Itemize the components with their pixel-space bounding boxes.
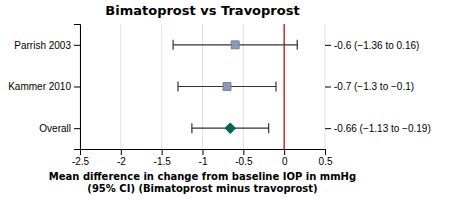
x-tick-label: -0.5: [235, 156, 253, 167]
estimate-marker: [225, 123, 235, 133]
x-tick: -1.5: [154, 149, 172, 167]
x-tick-mark: [243, 149, 244, 155]
grid-line: [284, 24, 285, 149]
annotation-label: -0.7 (−1.3 to −0.1): [334, 81, 414, 92]
estimate-marker: [223, 83, 231, 91]
category-label: Overall: [39, 123, 71, 134]
y-tick-mark: [74, 87, 80, 88]
title: Bimatoprost vs Travoprost: [105, 3, 299, 18]
x-tick-mark: [325, 149, 326, 155]
x-axis: -2.5 -2 -1.5 -1 -0.5 0 0.5: [72, 149, 333, 167]
reference-line: [284, 24, 285, 149]
x-axis-line: [81, 150, 326, 156]
annotation-label: -0.6 (−1.36 to 0.16): [334, 40, 419, 51]
y-tick: Kammer 2010: [8, 81, 80, 92]
x-axis-title: (95% CI) (Bimatoprost minus travoprost): [87, 183, 317, 194]
annotation-label: -0.66 (−1.13 to −0.19): [334, 123, 431, 134]
x-tick-label: 0: [282, 156, 288, 167]
y-tick-mark: [74, 45, 80, 46]
annotation-tick-mark: [325, 87, 331, 88]
y-axis: Parrish 2003 Kammer 2010 Overall: [8, 25, 80, 150]
x-tick-label: -2.5: [72, 156, 90, 167]
annotation-tick-mark: [325, 45, 331, 46]
grid-line: [161, 24, 162, 149]
y-tick: Overall: [39, 123, 80, 134]
y-axis-line: [74, 25, 81, 150]
plot-area: -2.5 -2 -1.5 -1 -0.5 0 0.5 Parrish 2003 Kammer 2…: [8, 24, 431, 167]
annotation-axis: -0.6 (−1.36 to 0.16) -0.7 (−1.3 to −0.1) -…: [325, 40, 431, 134]
x-tick-mark: [162, 149, 163, 155]
category-label: Kammer 2010: [8, 81, 71, 92]
category-label: Parrish 2003: [14, 40, 71, 51]
grid: [80, 24, 325, 149]
grid-line: [120, 24, 121, 149]
chart-container: -2.5 -2 -1.5 -1 -0.5 0 0.5 Parrish 2003 Kammer 2…: [0, 0, 473, 199]
annotation-tick-mark: [325, 128, 331, 129]
x-tick-mark: [284, 149, 285, 155]
ci-cap: [297, 40, 298, 50]
y-tick: Parrish 2003: [14, 40, 80, 51]
x-tick: -0.5: [235, 149, 253, 167]
ci-cap: [268, 123, 269, 133]
annotation-tick: -0.66 (−1.13 to −0.19): [325, 123, 431, 134]
ci-cap: [275, 82, 276, 92]
x-tick: -2.5: [72, 149, 90, 167]
x-tick: 0: [282, 149, 288, 167]
x-axis-title: Mean difference in change from baseline …: [49, 171, 356, 182]
y-tick-mark: [74, 128, 80, 129]
annotation-tick: -0.6 (−1.36 to 0.16): [325, 40, 419, 51]
x-tick-mark: [121, 149, 122, 155]
ci-cap: [177, 82, 178, 92]
annotation-tick: -0.7 (−1.3 to −0.1): [325, 81, 414, 92]
x-tick-label: -2: [117, 156, 126, 167]
x-tick-label: 0.5: [319, 156, 333, 167]
x-tick-mark: [203, 149, 204, 155]
ci-cap: [173, 40, 174, 50]
x-tick-label: -1: [199, 156, 208, 167]
ci-cap: [191, 123, 192, 133]
x-tick-label: -1.5: [154, 156, 172, 167]
x-tick: -2: [117, 149, 126, 167]
estimate-marker: [231, 41, 239, 49]
marks: [173, 24, 297, 149]
chart-svg: -2.5 -2 -1.5 -1 -0.5 0 0.5 Parrish 2003 Kammer 2…: [0, 0, 473, 199]
x-tick: -1: [199, 149, 208, 167]
x-tick: 0.5: [319, 149, 333, 167]
